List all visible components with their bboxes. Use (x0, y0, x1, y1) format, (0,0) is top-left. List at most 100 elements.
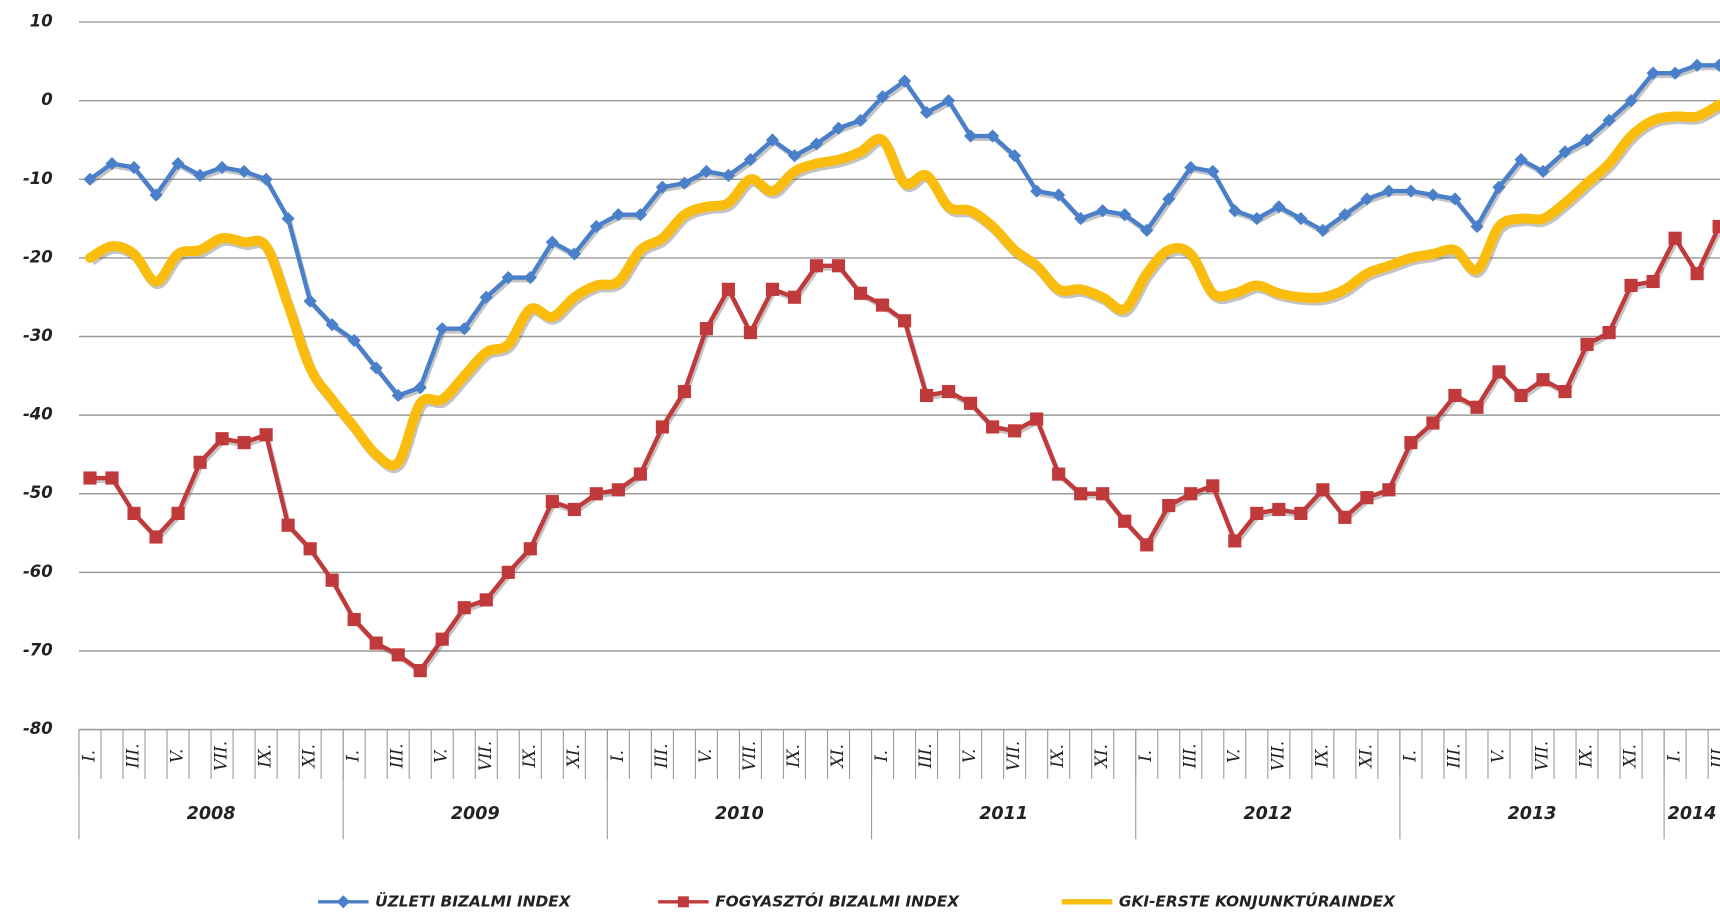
point-marker (1624, 278, 1638, 293)
point-marker (325, 318, 339, 332)
x-tick-label: III. (1444, 744, 1463, 770)
x-tick-label: V. (960, 749, 979, 763)
x-tick-label: I. (1665, 750, 1684, 763)
point-marker (831, 259, 846, 273)
x-tick-label: I. (79, 750, 98, 763)
point-marker (875, 298, 890, 312)
point-marker (105, 471, 119, 485)
point-marker (611, 208, 625, 222)
point-marker (677, 384, 691, 399)
y-tick-label: -30 (23, 326, 53, 345)
point-marker (1228, 534, 1242, 548)
legend-label: ÜZLETI BIZALMI INDEX (375, 891, 572, 910)
point-marker (435, 322, 449, 336)
x-tick-label: III. (124, 744, 143, 770)
point-marker (369, 636, 383, 650)
point-marker (545, 495, 559, 509)
y-tick-label: -40 (23, 405, 53, 424)
point-marker (1492, 180, 1506, 194)
point-marker (149, 530, 163, 544)
point-marker (1382, 483, 1396, 497)
line-shadow (90, 65, 1720, 401)
year-label: 2008 (187, 804, 236, 824)
point-marker (1712, 219, 1720, 234)
point-marker (479, 593, 493, 607)
point-marker (1008, 424, 1022, 438)
point-marker (589, 219, 603, 234)
point-marker (237, 164, 251, 179)
point-marker (875, 90, 890, 104)
point-marker (193, 455, 207, 469)
point-marker (413, 381, 427, 395)
point-marker (1052, 188, 1066, 202)
point-marker (1206, 164, 1220, 179)
point-marker (1228, 204, 1242, 218)
line-shadow (91, 228, 1720, 676)
x-tick-label: XI. (1621, 744, 1640, 769)
point-marker (1030, 184, 1044, 198)
point-marker (986, 129, 1000, 143)
point-marker (1448, 192, 1462, 206)
point-marker (1272, 502, 1286, 517)
point-marker (1492, 365, 1506, 379)
x-tick-label: VII. (1533, 741, 1552, 771)
point-marker (1536, 164, 1550, 179)
point-marker (83, 471, 97, 485)
x-tick-label: VII. (1004, 741, 1023, 771)
point-marker (787, 149, 802, 163)
point-marker (1250, 506, 1264, 520)
point-marker (897, 74, 912, 88)
point-marker (149, 188, 163, 202)
x-tick-label: XI. (1092, 744, 1111, 769)
point-marker (655, 420, 669, 434)
series-line (87, 224, 1720, 673)
y-tick-label: -50 (23, 483, 53, 502)
point-marker (589, 487, 603, 501)
point-marker (743, 153, 758, 167)
x-tick-label: IX. (1312, 744, 1331, 768)
point-marker (1008, 149, 1022, 163)
point-marker (611, 483, 625, 497)
x-tick-label: V. (168, 749, 187, 763)
point-marker (677, 176, 691, 190)
y-tick-label: 10 (30, 12, 53, 31)
x-tick-label: XI. (300, 744, 319, 769)
year-label: 2010 (715, 804, 764, 824)
point-marker (765, 133, 780, 147)
point-marker (655, 180, 669, 194)
x-tick-label: IX. (784, 744, 803, 768)
x-tick-label: III. (1180, 744, 1199, 770)
x-tick-label: I. (1136, 750, 1155, 763)
x-tick-label: V. (1488, 749, 1507, 763)
y-tick-label: -10 (23, 169, 53, 188)
point-marker (347, 612, 361, 627)
point-marker (435, 632, 449, 646)
point-marker (942, 384, 956, 399)
point-marker (1140, 538, 1154, 552)
point-marker (853, 286, 868, 300)
year-label: 2011 (979, 804, 1028, 824)
point-marker (1690, 267, 1704, 281)
point-marker (1140, 223, 1154, 237)
point-marker (1052, 467, 1066, 481)
series-line (85, 99, 1720, 471)
point-marker (1624, 94, 1638, 108)
point-marker (1558, 384, 1572, 399)
year-label: 2013 (1508, 804, 1557, 824)
year-label: 2012 (1243, 804, 1292, 824)
point-marker (237, 436, 251, 450)
point-marker (1118, 514, 1132, 528)
x-tick-label: IX. (1577, 744, 1596, 768)
point-marker (743, 326, 758, 340)
point-marker (567, 502, 581, 517)
point-marker (1272, 200, 1286, 214)
x-tick-label: I. (608, 750, 627, 763)
point-marker (1206, 479, 1220, 493)
point-marker (699, 164, 714, 179)
point-marker (919, 105, 934, 120)
point-marker (1470, 400, 1484, 414)
y-tick-label: -20 (23, 247, 53, 266)
legend-label: GKI-ERSTE KONJUNKTÚRAINDEX (1119, 891, 1396, 910)
x-tick-label: V. (696, 749, 715, 763)
